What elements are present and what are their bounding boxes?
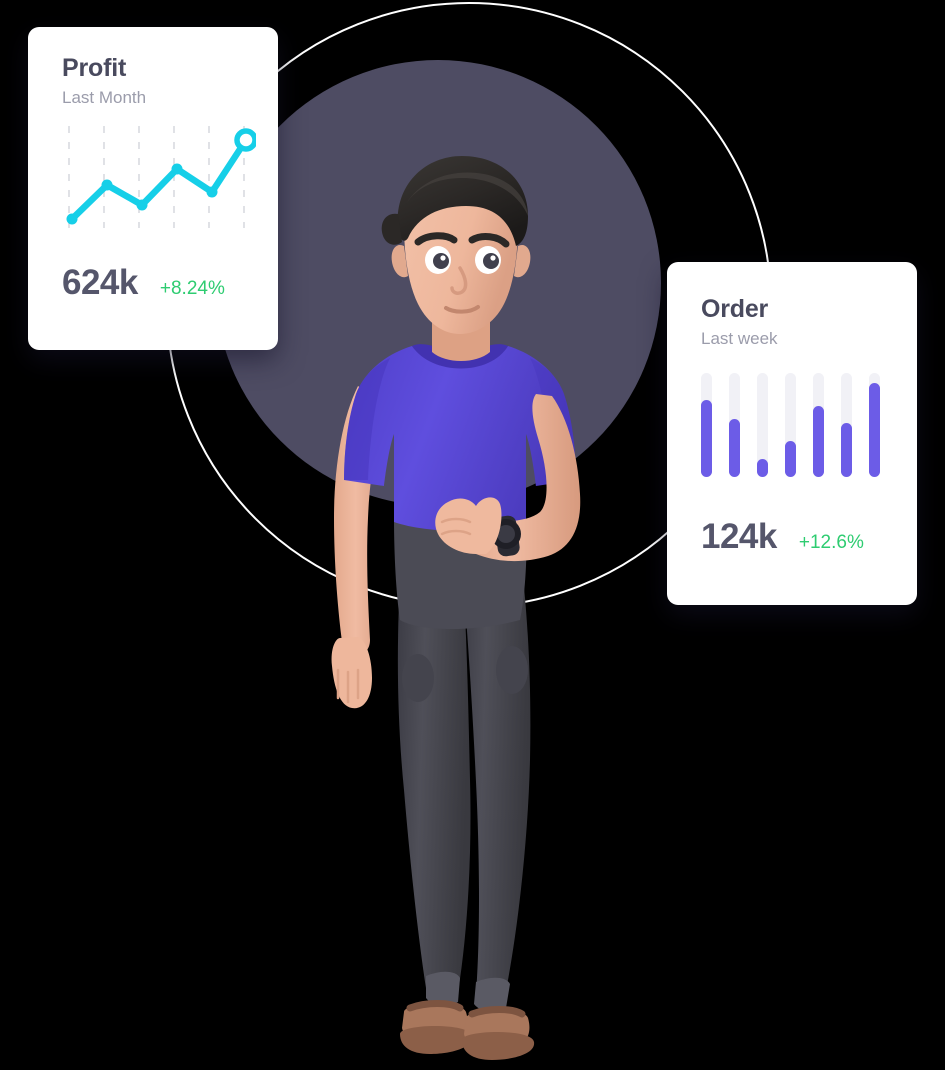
chart-point	[171, 163, 183, 175]
bar-track	[757, 372, 768, 477]
bar-track	[841, 372, 852, 477]
profit-card-header: Profit Last Month	[28, 27, 278, 108]
order-delta: +12.6%	[798, 531, 864, 553]
chart-point	[136, 199, 148, 211]
bar-track	[701, 372, 712, 477]
profit-delta: +8.24%	[159, 277, 225, 299]
profit-value: 624k	[62, 262, 138, 302]
bar-track	[813, 372, 824, 477]
chart-gridlines	[68, 125, 245, 228]
character-illustration	[300, 150, 640, 1070]
chart-point	[66, 213, 78, 225]
chart-line-series	[68, 136, 250, 223]
bar-track	[785, 372, 796, 477]
order-card-header: Order Last week	[667, 262, 917, 349]
order-card-title: Order	[701, 295, 769, 323]
profit-line-chart	[60, 108, 258, 237]
profit-card-footer: 624k +8.24%	[28, 263, 278, 303]
bar-track	[729, 372, 740, 477]
order-card-subtitle: Last week	[701, 328, 778, 348]
chart-point	[101, 179, 113, 191]
profit-card-subtitle: Last Month	[62, 87, 147, 107]
chart-point	[206, 186, 218, 198]
profit-card-title: Profit	[62, 54, 127, 82]
order-value: 124k	[701, 516, 777, 556]
order-card-footer: 124k +12.6%	[667, 517, 917, 557]
profit-card[interactable]: Profit Last Month	[28, 27, 278, 350]
bar-track	[869, 372, 880, 477]
order-bar-chart	[667, 349, 917, 477]
order-card[interactable]: Order Last week 124k +12.6%	[667, 262, 917, 605]
chart-point-active	[234, 128, 258, 152]
